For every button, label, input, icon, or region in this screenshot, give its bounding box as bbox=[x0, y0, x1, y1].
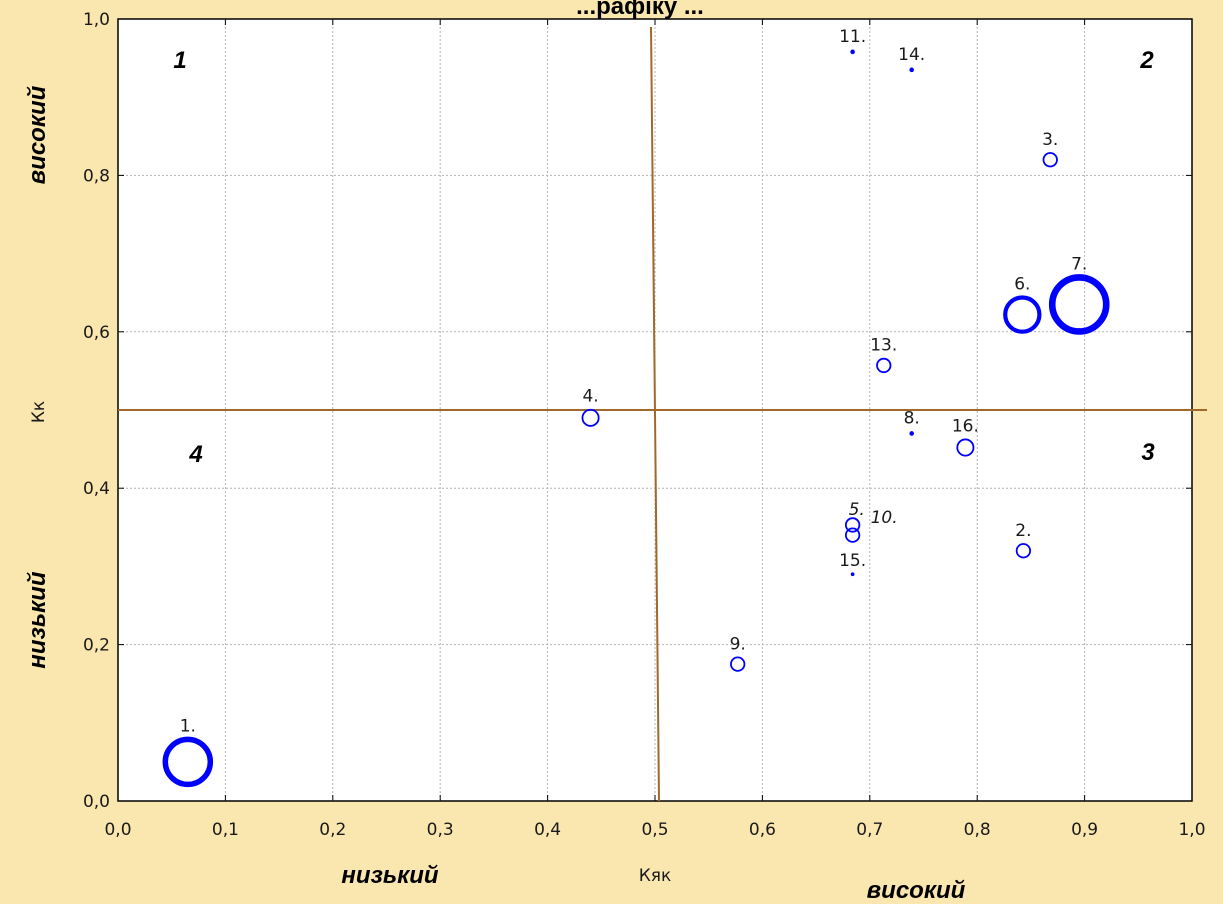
quadrant-label-3: 3 bbox=[1141, 439, 1155, 466]
data-point bbox=[730, 656, 746, 672]
y-tick-label: 0,2 bbox=[83, 636, 110, 656]
quadrant-label-2: 2 bbox=[1139, 47, 1154, 74]
y-tick-label: 0,0 bbox=[83, 792, 110, 812]
data-point bbox=[850, 572, 855, 577]
data-point bbox=[876, 357, 892, 374]
data-point bbox=[956, 438, 975, 457]
data-point-label: 5. bbox=[849, 500, 865, 520]
x-tick-label: 0,9 bbox=[1071, 820, 1098, 840]
data-point bbox=[850, 49, 855, 55]
x-axis-title: Кяк bbox=[639, 866, 672, 886]
data-point bbox=[1042, 152, 1058, 168]
data-point bbox=[1015, 543, 1032, 559]
x-tick-label: 0,0 bbox=[104, 820, 131, 840]
data-point bbox=[162, 736, 214, 788]
data-point bbox=[1048, 274, 1110, 335]
y-annotation-high: високий bbox=[24, 85, 51, 184]
y-axis-title: Кк bbox=[29, 401, 49, 423]
x-tick-label: 0,3 bbox=[427, 820, 454, 840]
y-annotation-low: низький bbox=[24, 571, 51, 668]
data-point-label: 7. bbox=[1071, 254, 1087, 274]
data-point-label: 14. bbox=[898, 45, 925, 65]
data-points: 1. 2. 3. 4. 5. 6. 7. 8. 9. 10. 11. 13. 14. 15. 16. bbox=[162, 27, 1110, 788]
data-point-label: 1. bbox=[180, 716, 196, 736]
quadrant-dividers bbox=[118, 26, 1207, 802]
x-tick-label: 0,6 bbox=[749, 820, 776, 840]
x-tick-label: 0,7 bbox=[856, 820, 883, 840]
x-annotation-low: низький bbox=[341, 862, 438, 889]
data-point bbox=[844, 527, 861, 543]
x-tick-label: 1,0 bbox=[1178, 820, 1205, 840]
data-point bbox=[844, 517, 861, 533]
data-point-label: 16. bbox=[952, 416, 979, 436]
y-tick-label: 1,0 bbox=[83, 10, 110, 30]
data-point-label: 2. bbox=[1015, 521, 1031, 541]
x-tick-label: 0,1 bbox=[212, 820, 239, 840]
x-tick-label: 0,5 bbox=[641, 820, 668, 840]
data-point-label: 4. bbox=[582, 387, 598, 407]
data-point bbox=[1003, 295, 1042, 334]
y-tick-label: 0,8 bbox=[83, 166, 110, 186]
x-tick-label: 0,8 bbox=[964, 820, 991, 840]
vertical-divider bbox=[650, 26, 660, 802]
axis-ticks: 0,0 0,1 0,2 0,3 0,4 0,5 0,6 0,7 0,8 0,9 1,0 0,0 0,2 0… bbox=[83, 10, 1206, 840]
y-tick-label: 0,6 bbox=[83, 323, 110, 343]
chart-title-text: ...рафіку ... bbox=[576, 0, 704, 20]
data-point bbox=[581, 408, 600, 427]
data-point-label: 9. bbox=[730, 634, 746, 654]
y-tick-label: 0,4 bbox=[83, 479, 110, 499]
data-point-label: 13. bbox=[870, 336, 897, 356]
quadrant-label-1: 1 bbox=[173, 47, 186, 74]
data-point-label: 11. bbox=[839, 27, 866, 47]
data-point-label: 10. bbox=[871, 508, 898, 528]
x-annotation-high: високий bbox=[867, 877, 966, 904]
data-point-label: 3. bbox=[1042, 130, 1058, 150]
chart-title: ...рафіку ... bbox=[576, 0, 704, 20]
data-point-label: 6. bbox=[1014, 274, 1030, 294]
x-tick-label: 0,2 bbox=[319, 820, 346, 840]
data-point-label: 8. bbox=[904, 409, 920, 429]
data-point bbox=[909, 67, 914, 73]
data-point bbox=[909, 431, 914, 436]
quadrant-label-4: 4 bbox=[188, 441, 202, 468]
x-tick-label: 0,4 bbox=[534, 820, 561, 840]
data-point-label: 15. bbox=[839, 551, 866, 571]
